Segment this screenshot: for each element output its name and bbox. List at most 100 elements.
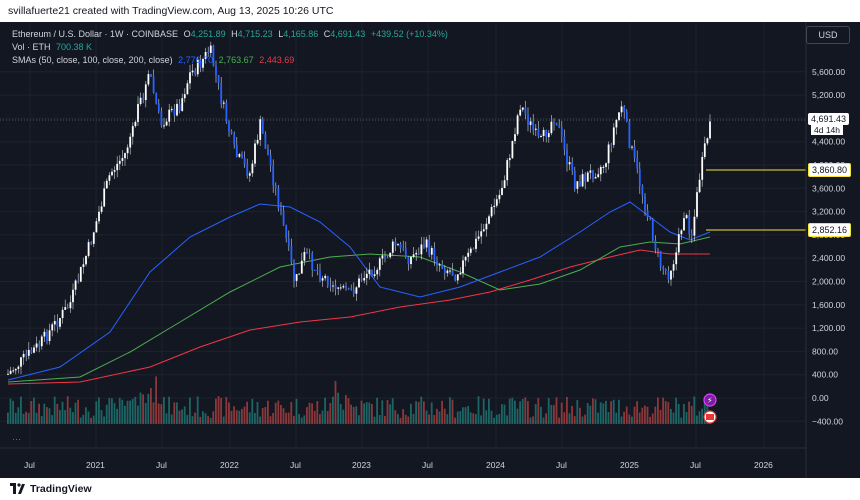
volume-bar [524,397,527,424]
candle-body [397,244,399,246]
candle-body [103,188,106,207]
volume-bar [131,398,134,424]
volume-bar [446,414,449,424]
price-tick-label: 1,600.00 [812,300,845,310]
volume-bar [641,407,644,424]
volume-bar [22,413,25,424]
candle-body [607,144,610,164]
volume-bar [233,406,235,424]
candle-body [391,241,394,253]
volume-bar [85,407,87,424]
volume-label[interactable]: Vol · ETH [12,42,51,52]
volume-bar [293,415,295,424]
volume-bar [612,399,615,424]
candle-body [85,255,87,265]
candle-body [222,102,225,104]
volume-bar [12,400,14,424]
footer-bar: TradingView [0,478,860,500]
volume-bar [199,416,202,424]
candle-body [625,111,628,122]
candle-body [506,160,509,181]
candle-body [66,307,69,309]
candle-body [189,72,191,84]
candle-body [482,229,485,232]
volume-bar [670,408,672,424]
candle-body [155,92,158,104]
volume-bar [181,409,183,424]
candle-body [363,278,366,281]
candle-body [126,147,129,154]
volume-bar [178,410,181,424]
volume-bar [498,413,501,424]
volume-bar [157,403,160,424]
candle-body [248,173,251,176]
price-chart-svg[interactable]: 5,600.005,200.004,800.004,400.004,000.00… [0,22,860,478]
candle-body [542,129,545,136]
volume-bar [495,414,498,424]
symbol-label[interactable]: Ethereum / U.S. Dollar · 1W · COINBASE [12,29,179,39]
volume-bar [339,403,342,424]
volume-bar [207,415,209,424]
volume-bar [462,407,464,424]
volume-bar [441,400,443,424]
candle-body [334,285,337,289]
last-price-tag: 4,691.43 [808,113,850,125]
volume-bar [300,417,303,424]
volume-bar [488,398,490,424]
time-tick-label: 2021 [86,460,105,470]
volume-bar [152,402,155,424]
volume-bar [586,403,589,424]
candle-body [202,58,204,68]
candle-body [300,260,303,274]
volume-bar [654,406,657,424]
sma-200-line [7,249,710,385]
volume-bar [17,407,20,424]
candle-body [51,324,54,331]
sma-label[interactable]: SMAs (50, close, 100, close, 200, close) [12,55,173,65]
event-icon-lightning[interactable] [703,393,717,407]
candle-body [389,252,392,258]
candle-body [311,253,314,270]
time-axis[interactable]: Jul 2021 Jul 2022 Jul 2023 Jul 2024 Jul 2025 Jul 20… [24,460,773,470]
volume-bar [64,410,66,424]
candle-body [105,180,108,189]
volume-bar [542,417,545,424]
volume-bar [511,397,514,424]
candle-body [381,255,384,259]
candle-body [326,275,329,286]
volume-bar [150,387,152,424]
volume-bar [675,397,677,424]
candle-body [82,264,85,267]
volume-bar [142,394,144,424]
volume-bar [566,396,568,424]
candle-body [436,260,438,265]
volume-bar [215,398,217,424]
candle-body [423,244,425,248]
candle-body [347,288,350,290]
candle-body [295,274,298,281]
volume-bar [14,412,17,424]
volume-bar [98,397,100,424]
volume-bar [20,396,22,424]
candle-body [131,126,134,137]
volume-bar [163,397,165,424]
volume-bar [651,413,654,424]
candle-body [550,121,553,134]
candle-body [212,45,215,66]
candle-body [373,274,376,277]
volume-bar [352,406,355,424]
chart-area[interactable]: 5,600.005,200.004,800.004,400.004,000.00… [0,22,860,478]
candle-body [287,238,290,247]
volume-bar [274,402,277,424]
more-dots[interactable]: ··· [12,434,21,444]
candle-body [87,242,90,256]
currency-selector[interactable]: USD [806,26,850,44]
candle-body [631,146,633,148]
volume-bar [501,404,503,424]
volume-bar [662,397,664,424]
candle-body [503,180,506,189]
candle-body [345,286,347,289]
candle-body [449,270,451,272]
volume-bar [529,417,532,424]
candle-body [17,366,20,369]
